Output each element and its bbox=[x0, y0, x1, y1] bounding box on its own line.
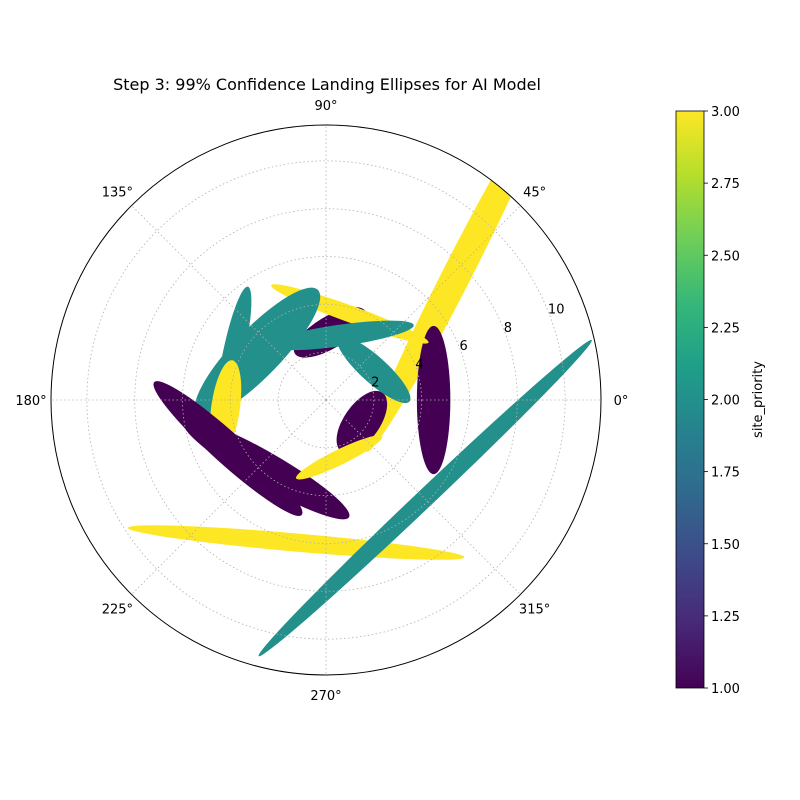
colorbar: 1.00 1.25 1.50 1.75 2.00 2.25 2.50 2.75 3.00 site… bbox=[675, 105, 766, 697]
polar-frame bbox=[50, 124, 602, 676]
ellipse-layer bbox=[127, 125, 592, 657]
r-tick-label: 4 bbox=[415, 357, 423, 372]
r-gridline-3 bbox=[182, 256, 470, 544]
theta-tick-label: 135° bbox=[102, 185, 133, 200]
landing-ellipse-2 bbox=[416, 325, 451, 475]
theta-tick-labels: 0° 45° 90° 135° 180° 225° 270° 315° bbox=[15, 99, 628, 704]
theta-tick-label: 270° bbox=[310, 689, 341, 704]
theta-gridline-2 bbox=[325, 205, 521, 401]
colorbar-tick-label: 1.50 bbox=[711, 538, 740, 553]
r-gridline-4 bbox=[134, 208, 518, 592]
theta-gridline-6 bbox=[131, 399, 327, 595]
theta-tick-label: 225° bbox=[102, 603, 133, 618]
landing-ellipse-14 bbox=[127, 525, 465, 560]
theta-tick-label: 180° bbox=[15, 394, 46, 409]
polar-grid bbox=[50, 124, 602, 676]
colorbar-tick-label: 1.25 bbox=[711, 610, 740, 625]
theta-tick-label: 315° bbox=[519, 603, 550, 618]
r-gridline-5 bbox=[86, 160, 566, 640]
landing-ellipse-4 bbox=[337, 336, 411, 404]
colorbar-tick-label: 2.00 bbox=[711, 394, 740, 409]
theta-gridline-4 bbox=[131, 205, 327, 401]
colorbar-gradient bbox=[675, 110, 705, 689]
landing-ellipse-7 bbox=[266, 320, 414, 351]
colorbar-tick-label: 1.00 bbox=[711, 682, 740, 697]
theta-tick-label: 0° bbox=[614, 394, 629, 409]
colorbar-tick-label: 2.25 bbox=[711, 321, 740, 336]
r-tick-label: 8 bbox=[504, 321, 512, 336]
r-tick-label: 2 bbox=[371, 376, 379, 391]
landing-ellipse-12 bbox=[182, 419, 350, 520]
theta-gridline-8 bbox=[325, 399, 521, 595]
colorbar-tick-label: 2.75 bbox=[711, 177, 740, 192]
landing-ellipse-13 bbox=[296, 435, 383, 480]
r-gridline-1 bbox=[277, 351, 375, 449]
r-tick-labels: 2 4 6 8 10 bbox=[371, 302, 564, 390]
colorbar-tick-label: 1.75 bbox=[711, 466, 740, 481]
r-tick-label: 6 bbox=[460, 339, 468, 354]
r-gridline-2 bbox=[229, 303, 423, 497]
r-tick-label: 10 bbox=[548, 302, 565, 317]
theta-tick-label: 45° bbox=[523, 185, 546, 200]
chart-title: Step 3: 99% Confidence Landing Ellipses … bbox=[113, 75, 541, 94]
landing-ellipse-15 bbox=[258, 339, 592, 657]
colorbar-tick-label: 3.00 bbox=[711, 105, 740, 120]
landing-ellipse-3 bbox=[336, 390, 388, 454]
theta-tick-label: 90° bbox=[314, 99, 337, 114]
colorbar-tick-label: 2.50 bbox=[711, 249, 740, 264]
colorbar-label: site_priority bbox=[751, 361, 766, 438]
